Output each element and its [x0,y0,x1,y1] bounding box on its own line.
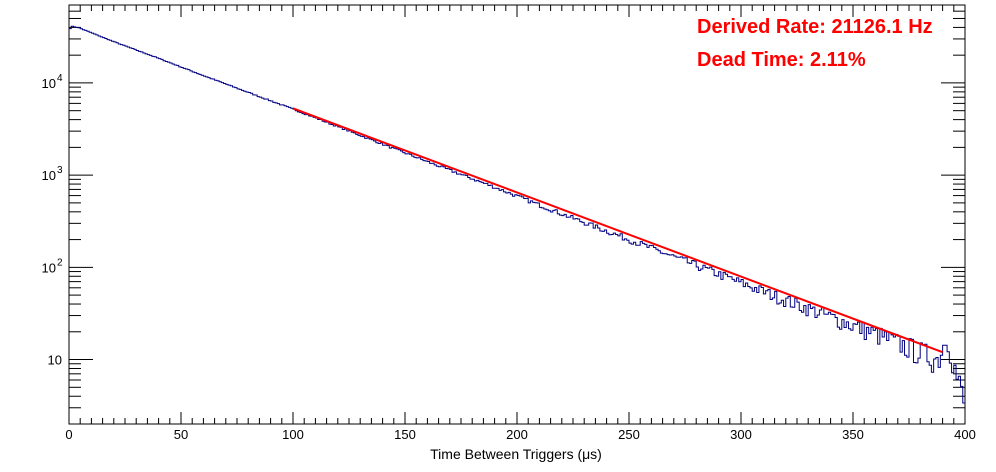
annotation-derived-rate: Derived Rate: 21126.1 Hz [697,16,933,38]
y-tick-label: 10 [42,76,56,91]
x-tick-label: 150 [394,427,416,442]
fit-line [292,107,943,354]
y-tick-label: 10 [48,353,62,368]
x-axis-title: Time Between Triggers (μs) [430,446,602,462]
series-layer [69,25,965,404]
axis-ticks [68,4,966,425]
x-tick-label: 100 [282,427,304,442]
y-tick-exponent: 2 [57,257,63,268]
x-tick-labels: 0 50 100 150 200 250 300 350 400 [65,427,975,442]
x-tick-label: 400 [954,427,976,442]
y-tick-exponent: 4 [57,73,63,84]
x-tick-label: 200 [506,427,528,442]
x-tick-label: 250 [618,427,640,442]
y-tick-label: 10 [42,260,56,275]
x-tick-label: 350 [842,427,864,442]
x-tick-label: 50 [174,427,188,442]
x-tick-label: 0 [65,427,72,442]
x-tick-label: 300 [730,427,752,442]
y-tick-label: 10 [42,168,56,183]
y-tick-exponent: 3 [57,165,63,176]
histogram-series [69,25,965,404]
annotation-dead-time: Dead Time: 2.11% [697,49,866,71]
